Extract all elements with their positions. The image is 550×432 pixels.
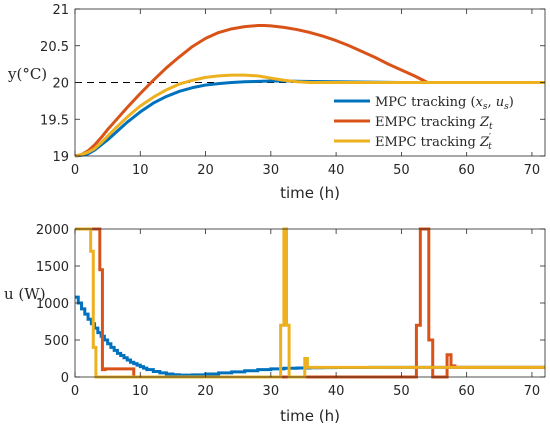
temperature-y-tick-label: 19.5: [40, 113, 69, 128]
power-x-tick-label: 10: [132, 384, 149, 399]
power-plot: 0 10 20 30 40 50 60 70 0 500 1000 1500 2000 time (h…: [4, 223, 546, 425]
power-x-axis-label: time (h): [280, 407, 340, 425]
legend-mpc-part-3: ,: [488, 95, 496, 110]
temperature-x-tick-label: 40: [328, 163, 345, 178]
temperature-x-tick-label: 70: [524, 163, 541, 178]
power-series-group: [75, 227, 545, 379]
temperature-y-ticks: 19 19.5 20 20.5 21: [40, 3, 545, 165]
legend-mpc-part-4: u: [496, 95, 504, 110]
legend-mpc-part-2: s: [483, 102, 488, 112]
legend-label-empc-z: EMPC tracking Zt: [375, 115, 493, 132]
power-x-tick-label: 50: [393, 384, 410, 399]
temperature-x-tick-label: 0: [71, 163, 79, 178]
power-y-tick-label: 2000: [36, 223, 69, 238]
power-series-empc-z: [75, 227, 545, 379]
power-y-axis-label: u (W): [4, 285, 46, 303]
legend-mpc-part-6: ): [509, 95, 514, 110]
power-series-empc-zp: [75, 227, 545, 379]
legend-z-part-0: EMPC tracking: [375, 115, 480, 130]
temperature-series-empc-z: [74, 24, 545, 158]
temperature-y-tick-label: 21: [52, 3, 69, 18]
legend-mpc-part-5: s: [504, 102, 509, 112]
legend-z-part-2: t: [489, 122, 493, 132]
temperature-x-tick-label: 60: [458, 163, 475, 178]
power-plot-area: [75, 229, 545, 377]
power-x-tick-label: 70: [524, 384, 541, 399]
legend-mpc-part-1: x: [476, 95, 484, 110]
temperature-y-tick-label: 20: [52, 77, 69, 92]
temperature-x-tick-label: 30: [263, 163, 280, 178]
power-y-tick-label: 1000: [36, 297, 69, 312]
legend-zp-part-0: EMPC tracking: [375, 135, 480, 150]
power-x-tick-label: 40: [328, 384, 345, 399]
power-x-tick-label: 0: [71, 384, 79, 399]
legend-label-mpc: MPC tracking (xs, us): [375, 95, 514, 112]
temperature-y-axis-label: y(°C): [7, 65, 47, 83]
power-y-tick-label: 1500: [36, 260, 69, 275]
legend-zp-part-1: Z: [479, 135, 490, 150]
temperature-x-tick-label: 50: [393, 163, 410, 178]
temperature-legend: MPC tracking (xs, us) EMPC tracking Zt E…: [328, 88, 540, 152]
temperature-y-tick-label: 19: [52, 150, 69, 165]
legend-zp-part-3: t: [488, 142, 492, 152]
temperature-series-empc-zp: [74, 73, 545, 158]
temperature-x-tick-label: 10: [132, 163, 149, 178]
power-x-tick-label: 60: [458, 384, 475, 399]
legend-zp-part-2: ′: [489, 133, 491, 143]
temperature-y-tick-label: 20.5: [40, 40, 69, 55]
legend-mpc-part-0: MPC tracking (: [375, 95, 476, 110]
legend-z-part-1: Z: [479, 115, 490, 130]
power-x-ticks: 0 10 20 30 40 50 60 70: [71, 229, 540, 399]
power-x-tick-label: 30: [263, 384, 280, 399]
power-y-tick-label: 500: [44, 334, 69, 349]
power-y-tick-label: 0: [61, 371, 69, 386]
power-x-tick-label: 20: [197, 384, 214, 399]
power-y-ticks: 0 500 1000 1500 2000: [36, 223, 545, 386]
power-series-mpc: [75, 295, 545, 377]
temperature-x-tick-label: 20: [197, 163, 214, 178]
temperature-x-ticks: 0 10 20 30 40 50 60 70: [71, 9, 540, 178]
temperature-series-group: [74, 24, 545, 158]
legend-label-empc-zp: EMPC tracking Z′ t: [375, 133, 492, 152]
temperature-x-axis-label: time (h): [280, 184, 340, 202]
